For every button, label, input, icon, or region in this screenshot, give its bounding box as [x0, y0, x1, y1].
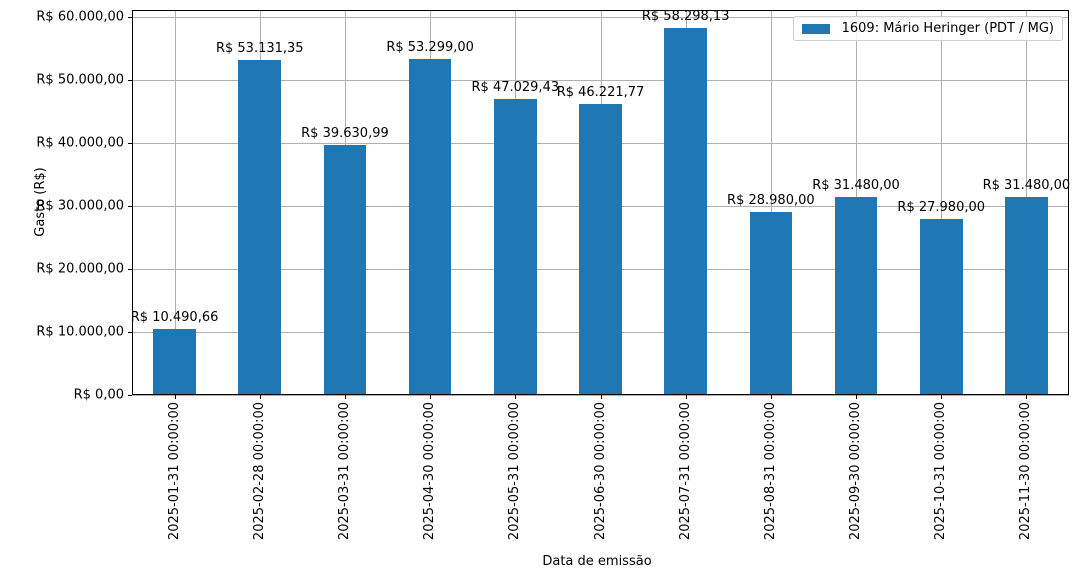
- bar-value-label: R$ 53.299,00: [386, 40, 474, 56]
- bar-value-label: R$ 53.131,35: [215, 41, 304, 57]
- y-axis-label: Gasto (R$): [33, 167, 49, 237]
- gridline-horizontal: [132, 80, 1069, 81]
- bar-value-label: R$ 28.980,00: [727, 193, 815, 209]
- plot-area: [132, 10, 1069, 395]
- y-tick-label: R$ 30.000,00: [36, 198, 124, 214]
- x-tick: [175, 395, 176, 399]
- x-tick-label: 2025-08-31 00:00:00: [762, 402, 778, 541]
- legend: 1609: Mário Heringer (PDT / MG): [792, 16, 1063, 41]
- x-tick: [601, 395, 602, 399]
- x-tick-label: 2025-03-31 00:00:00: [336, 402, 352, 541]
- y-tick-label: R$ 50.000,00: [36, 72, 124, 88]
- x-tick-label: 2025-02-28 00:00:00: [251, 402, 267, 541]
- bar: [579, 103, 622, 395]
- x-tick: [856, 395, 857, 399]
- y-tick: [128, 143, 132, 144]
- bar-value-label: R$ 46.221,77: [556, 84, 645, 100]
- x-tick-label: 2025-07-31 00:00:00: [677, 402, 693, 541]
- bar: [238, 60, 282, 395]
- legend-swatch: [801, 23, 830, 34]
- x-axis-label: Data de emissão: [542, 554, 652, 569]
- y-tick: [128, 206, 132, 207]
- y-tick-label: R$ 40.000,00: [36, 135, 124, 151]
- bar: [834, 196, 878, 395]
- x-tick: [345, 395, 346, 399]
- bar: [323, 145, 367, 395]
- y-tick-label: R$ 10.000,00: [36, 324, 124, 340]
- x-tick-label: 2025-05-31 00:00:00: [507, 402, 523, 541]
- bar: [749, 212, 793, 395]
- gridline-vertical: [175, 10, 176, 395]
- x-tick: [430, 395, 431, 399]
- x-tick-label: 2025-04-30 00:00:00: [422, 402, 438, 541]
- y-tick: [128, 269, 132, 270]
- bar-value-label: R$ 10.490,66: [130, 309, 219, 325]
- y-tick: [128, 80, 132, 81]
- bar: [1005, 196, 1048, 395]
- y-tick-label: R$ 0,00: [73, 387, 124, 403]
- bar-value-label: R$ 27.980,00: [897, 199, 986, 215]
- y-tick: [128, 332, 132, 333]
- x-tick: [941, 395, 942, 399]
- x-tick: [1026, 395, 1027, 399]
- x-tick: [686, 395, 687, 399]
- x-tick-label: 2025-01-31 00:00:00: [166, 402, 182, 541]
- bar: [494, 98, 537, 395]
- y-tick-label: R$ 20.000,00: [36, 261, 124, 277]
- y-tick: [128, 395, 132, 396]
- x-tick-label: 2025-11-30 00:00:00: [1018, 402, 1034, 541]
- x-tick: [515, 395, 516, 399]
- gridline-vertical: [771, 10, 772, 395]
- x-tick: [771, 395, 772, 399]
- gridline-horizontal: [132, 395, 1069, 396]
- bar-value-label: R$ 47.029,43: [471, 79, 560, 95]
- bar: [153, 328, 196, 395]
- gridline-horizontal: [132, 17, 1069, 18]
- gridline-vertical: [941, 10, 942, 395]
- x-tick: [260, 395, 261, 399]
- legend-label: 1609: Mário Heringer (PDT / MG): [841, 21, 1054, 36]
- y-tick: [128, 17, 132, 18]
- bar-value-label: R$ 39.630,99: [301, 126, 389, 142]
- bar-value-label: R$ 58.298,13: [641, 8, 730, 24]
- bar: [408, 59, 452, 395]
- y-tick-label: R$ 60.000,00: [36, 9, 124, 25]
- bar: [919, 218, 963, 395]
- bar-value-label: R$ 31.480,00: [812, 177, 900, 193]
- x-tick-label: 2025-09-30 00:00:00: [848, 402, 864, 541]
- x-tick-label: 2025-10-31 00:00:00: [933, 402, 949, 541]
- x-tick-label: 2025-06-30 00:00:00: [592, 402, 608, 541]
- bar: [664, 27, 707, 395]
- bar-value-label: R$ 31.480,00: [982, 177, 1071, 193]
